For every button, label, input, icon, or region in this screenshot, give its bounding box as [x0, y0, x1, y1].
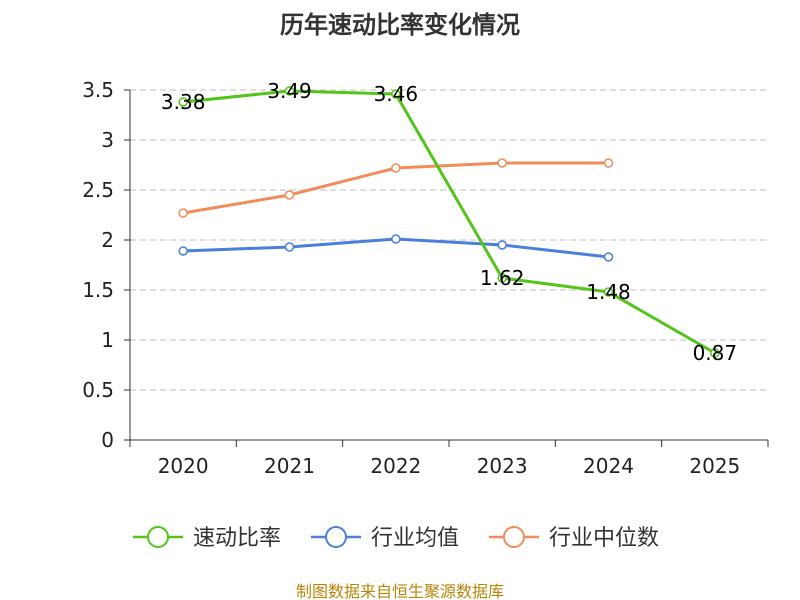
y-tick-label: 0.5 [82, 378, 114, 402]
data-label: 0.87 [693, 341, 738, 365]
y-tick-label: 3 [101, 128, 114, 152]
y-tick-label: 1 [101, 328, 114, 352]
legend-label: 行业中位数 [549, 526, 659, 551]
data-label: 3.46 [374, 82, 419, 106]
data-point [178, 208, 188, 218]
legend: 速动比率 行业均值 行业中位数 [133, 526, 659, 551]
axes: 0 0.5 1 1.5 2 2.5 3 3.5 2020 2021 2022 2023 2024 2025 [82, 78, 769, 478]
data-point [710, 348, 720, 358]
data-point [603, 287, 614, 297]
data-label: 1.48 [586, 280, 631, 304]
chart-title: 历年速动比率变化情况 [280, 11, 520, 39]
data-point [603, 158, 614, 168]
legend-label: 速动比率 [193, 526, 281, 551]
source-note: 制图数据来自恒生聚源数据库 [296, 582, 504, 600]
data-point [391, 163, 401, 173]
x-tick-label: 2022 [370, 454, 421, 478]
legend-swatch-marker [325, 526, 347, 548]
data-point [178, 97, 188, 107]
y-tick-label: 3.5 [82, 78, 114, 102]
data-point [391, 89, 401, 99]
legend-label: 行业均值 [371, 526, 459, 551]
data-labels: 3.38 3.49 3.46 1.62 1.48 0.87 [161, 79, 737, 365]
x-tick-label: 2021 [264, 454, 315, 478]
y-tick-label: 2 [101, 228, 114, 252]
y-tick-label: 2.5 [82, 178, 114, 202]
data-label: 3.49 [267, 79, 312, 103]
data-point [284, 190, 295, 200]
data-point [391, 234, 401, 244]
series-group [178, 86, 720, 358]
x-tick-label: 2025 [689, 454, 740, 478]
data-point [497, 158, 507, 168]
series-line [183, 89, 716, 355]
legend-swatch-marker [147, 526, 169, 548]
data-point [178, 246, 188, 256]
data-point [497, 240, 507, 250]
x-tick-label: 2023 [477, 454, 528, 478]
x-tick-label: 2020 [158, 454, 209, 478]
y-tick-label: 0 [101, 428, 114, 452]
legend-swatch-marker [503, 526, 525, 548]
data-point [284, 86, 295, 96]
grid-lines [130, 89, 768, 391]
data-point [603, 252, 614, 262]
data-point [284, 242, 295, 252]
y-tick-label: 1.5 [82, 278, 114, 302]
x-tick-label: 2024 [583, 454, 634, 478]
data-label: 1.62 [480, 266, 525, 290]
data-point [497, 273, 507, 283]
data-label: 3.38 [161, 90, 206, 114]
